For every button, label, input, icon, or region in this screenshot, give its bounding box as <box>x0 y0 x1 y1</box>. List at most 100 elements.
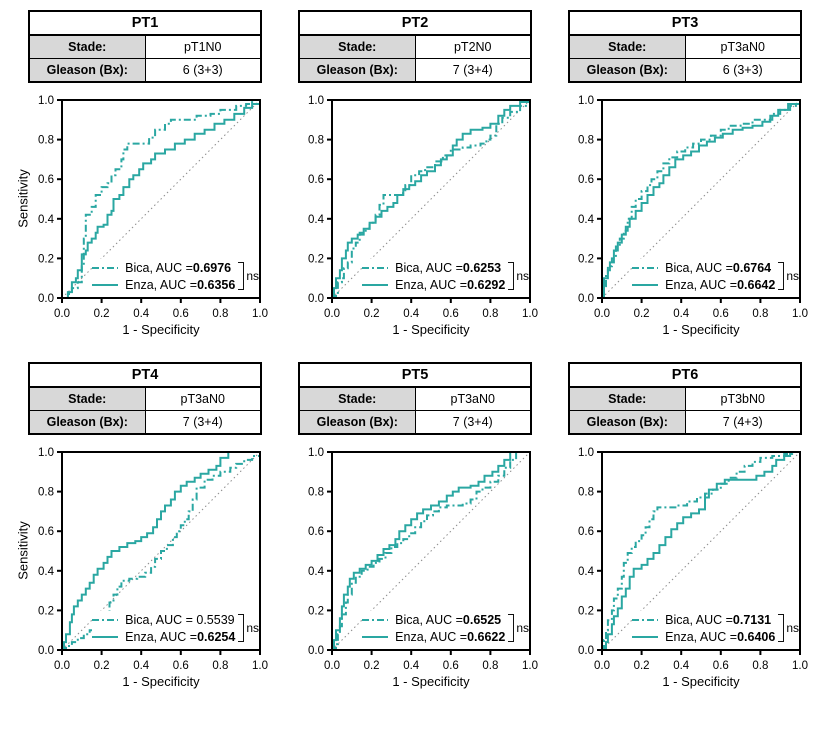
svg-text:0.8: 0.8 <box>38 487 54 499</box>
svg-text:1.0: 1.0 <box>252 660 268 672</box>
table-row-gleason: Gleason (Bx): 7 (3+4) <box>28 410 262 435</box>
stade-value: pT3aN0 <box>414 386 532 411</box>
bica-roc-curve <box>602 100 801 299</box>
gleason-value: 7 (3+4) <box>144 410 262 435</box>
enza-roc-curve <box>602 100 801 299</box>
legend-bica-text: Bica, AUC =0.6253 <box>395 261 501 275</box>
svg-text:0.6: 0.6 <box>173 660 189 672</box>
enza-roc-curve <box>62 100 261 299</box>
legend-rows: Bica, AUC =0.6764 Enza, AUC =0.6642 <box>632 259 775 293</box>
bica-roc-curve <box>332 451 530 651</box>
panel-title: PT3 <box>568 10 802 36</box>
gleason-label: Gleason (Bx): <box>298 58 416 83</box>
enza-roc-curve <box>332 100 531 299</box>
legend-enza-text: Enza, AUC =0.6254 <box>125 630 235 644</box>
svg-text:0.2: 0.2 <box>38 253 54 265</box>
legend: Bica, AUC =0.7131 Enza, AUC =0.6406 ns <box>632 611 799 645</box>
table-row-stade: Stade: pT3aN0 <box>568 34 802 59</box>
legend-bica-text: Bica, AUC =0.6976 <box>125 261 231 275</box>
gleason-label: Gleason (Bx): <box>568 58 686 83</box>
stade-value: pT1N0 <box>144 34 262 59</box>
plot-frame <box>331 451 531 651</box>
svg-text:0.4: 0.4 <box>308 566 325 578</box>
legend-enza-text: Enza, AUC =0.6356 <box>125 278 235 292</box>
legend-row-bica: Bica, AUC =0.7131 <box>632 611 775 628</box>
legend-bica-label: Bica, AUC = <box>125 612 197 627</box>
patient-info-table: PT3 Stade: pT3aN0 Gleason (Bx): 6 (3+3) <box>568 10 802 83</box>
legend-bica-label: Bica, AUC = <box>395 612 463 627</box>
legend-row-bica: Bica, AUC =0.6976 <box>92 259 235 276</box>
legend-bica-auc: 0.6525 <box>462 612 502 627</box>
svg-text:0.6: 0.6 <box>308 526 324 538</box>
legend-bica-auc: 0.5539 <box>196 612 235 627</box>
legend-enza-text: Enza, AUC =0.6406 <box>665 630 775 644</box>
svg-text:0.4: 0.4 <box>38 566 55 578</box>
svg-text:0.4: 0.4 <box>578 214 595 226</box>
roc-plot-svg: 0.0 0.2 0.4 0.6 0.8 1.0 0.0 0.2 0.4 0.6 0.8 1.0 1 - … <box>38 447 268 689</box>
table-row-stade: Stade: pT1N0 <box>28 34 262 59</box>
x-axis-ticks: 0.0 0.2 0.4 0.6 0.8 1.0 <box>54 298 268 320</box>
svg-text:0.2: 0.2 <box>364 660 380 672</box>
plot-frame <box>61 451 261 651</box>
x-axis-ticks: 0.0 0.2 0.4 0.6 0.8 1.0 <box>54 650 268 672</box>
legend-bica-text: Bica, AUC =0.6764 <box>665 261 771 275</box>
svg-text:0.6: 0.6 <box>578 526 594 538</box>
legend-enza-label: Enza, AUC = <box>125 629 198 644</box>
svg-text:1.0: 1.0 <box>252 308 268 320</box>
y-axis-ticks: 0.0 0.2 0.4 0.6 0.8 1.0 <box>578 447 602 657</box>
stade-label: Stade: <box>28 34 146 59</box>
table-row-gleason: Gleason (Bx): 7 (3+4) <box>298 58 532 83</box>
table-row-stade: Stade: pT3aN0 <box>28 386 262 411</box>
svg-text:0.8: 0.8 <box>482 660 498 672</box>
bica-dashdot-line-icon <box>632 266 659 269</box>
legend-enza-auc: 0.6292 <box>467 277 506 292</box>
enza-roc-curve <box>62 451 260 651</box>
roc-panel: PT1 Stade: pT1N0 Gleason (Bx): 6 (3+3) 0… <box>16 10 270 338</box>
x-axis-label: 1 - Specificity <box>122 674 200 689</box>
x-axis-label: 1 - Specificity <box>122 322 200 337</box>
patient-info-table: PT5 Stade: pT3aN0 Gleason (Bx): 7 (3+4) <box>298 362 532 435</box>
svg-text:0.8: 0.8 <box>38 135 54 147</box>
panel-title: PT6 <box>568 362 802 388</box>
svg-text:1.0: 1.0 <box>522 660 538 672</box>
patient-info-table: PT1 Stade: pT1N0 Gleason (Bx): 6 (3+3) <box>28 10 262 83</box>
roc-panel: PT6 Stade: pT3bN0 Gleason (Bx): 7 (4+3) … <box>556 362 810 690</box>
table-row-stade: Stade: pT3aN0 <box>298 386 532 411</box>
svg-text:1.0: 1.0 <box>38 95 54 107</box>
gleason-label: Gleason (Bx): <box>298 410 416 435</box>
y-axis-ticks: 0.0 0.2 0.4 0.6 0.8 1.0 <box>578 95 602 305</box>
svg-text:0.8: 0.8 <box>482 308 498 320</box>
roc-plot-svg: 0.0 0.2 0.4 0.6 0.8 1.0 0.0 0.2 0.4 0.6 0.8 1.0 1 - … <box>578 447 808 689</box>
svg-text:0.8: 0.8 <box>308 487 324 499</box>
y-axis-ticks: 0.0 0.2 0.4 0.6 0.8 1.0 <box>38 95 62 305</box>
legend-row-enza: Enza, AUC =0.6622 <box>362 628 505 645</box>
legend-enza-auc: 0.6254 <box>197 629 236 644</box>
chance-diagonal-line <box>601 451 801 651</box>
legend-row-enza: Enza, AUC =0.6642 <box>632 276 775 293</box>
ns-bracket <box>778 614 785 642</box>
svg-text:1.0: 1.0 <box>522 308 538 320</box>
x-axis-label: 1 - Specificity <box>392 322 470 337</box>
roc-plot: 0.0 0.2 0.4 0.6 0.8 1.0 0.0 0.2 0.4 0.6 0.8 1.0 1 - … <box>286 92 540 338</box>
ns-bracket <box>238 262 245 290</box>
legend-rows: Bica, AUC =0.6253 Enza, AUC =0.6292 <box>362 259 505 293</box>
svg-text:0.0: 0.0 <box>594 660 610 672</box>
roc-panel: PT3 Stade: pT3aN0 Gleason (Bx): 6 (3+3) … <box>556 10 810 338</box>
ns-label: ns <box>516 621 529 635</box>
stade-label: Stade: <box>568 34 686 59</box>
stade-value: pT3bN0 <box>684 386 802 411</box>
svg-text:0.8: 0.8 <box>308 135 324 147</box>
legend-row-bica: Bica, AUC = 0.5539 <box>92 611 235 628</box>
svg-text:0.2: 0.2 <box>94 660 110 672</box>
table-row-stade: Stade: pT2N0 <box>298 34 532 59</box>
bica-roc-curve <box>332 100 531 299</box>
legend: Bica, AUC =0.6976 Enza, AUC =0.6356 ns <box>92 259 259 293</box>
svg-text:0.2: 0.2 <box>38 605 54 617</box>
enza-roc-curve <box>602 451 800 651</box>
enza-solid-line-icon <box>632 283 659 286</box>
svg-text:0.6: 0.6 <box>578 174 594 186</box>
table-row-gleason: Gleason (Bx): 7 (4+3) <box>568 410 802 435</box>
svg-text:0.4: 0.4 <box>673 308 690 320</box>
x-axis-label: 1 - Specificity <box>392 674 470 689</box>
svg-text:0.2: 0.2 <box>634 660 650 672</box>
